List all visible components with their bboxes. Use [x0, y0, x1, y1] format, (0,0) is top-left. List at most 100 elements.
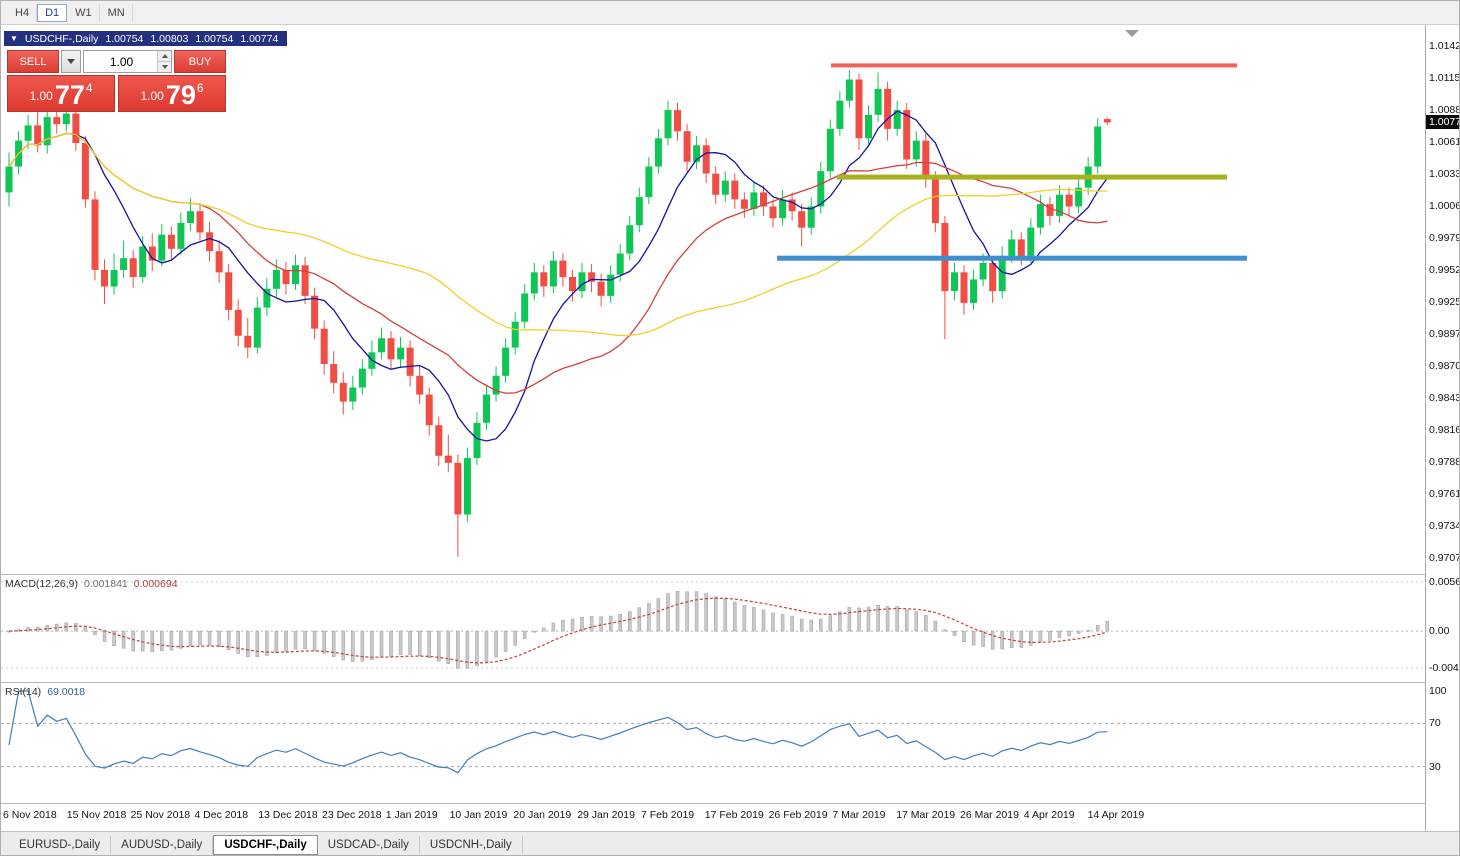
chart-symbol-label: USDCHF-,Daily [24, 32, 99, 45]
macd-bar [1057, 630, 1062, 638]
macd-bar [284, 630, 288, 652]
rsi-axis-label: 30 [1429, 760, 1441, 773]
macd-bar [465, 630, 470, 669]
candle-body [72, 113, 80, 143]
candle-body [320, 328, 328, 364]
candle-body [139, 246, 147, 278]
timeframe-tab-d1[interactable]: D1 [37, 3, 68, 22]
macd-bar [723, 598, 728, 632]
chart-tab-audusd[interactable]: AUDUSD-,Daily [111, 835, 214, 854]
candle-body [798, 211, 806, 228]
candle-body [110, 270, 118, 287]
macd-bar [188, 630, 193, 647]
chart-tab-usdcad[interactable]: USDCAD-,Daily [318, 835, 420, 854]
chart-shift-marker-icon[interactable] [1125, 30, 1139, 37]
macd-bar [131, 630, 135, 652]
macd-bar [685, 591, 689, 632]
collapse-panel-icon[interactable]: ▼ [10, 33, 18, 43]
candle-body [330, 364, 338, 383]
macd-bar [866, 606, 871, 632]
time-axis-label: 10 Jan 2019 [449, 809, 508, 821]
price-axis-label: 0.98705 [1429, 359, 1459, 372]
chart-tab-usdcnh[interactable]: USDCNH-,Daily [420, 835, 523, 854]
candle-body [120, 258, 128, 270]
volume-stepper [157, 51, 171, 72]
candle-body [836, 100, 844, 129]
volume-dropdown-button[interactable] [61, 50, 81, 73]
chart-tabbar: EURUSD-,Daily AUDUSD-,Daily USDCHF-,Dail… [1, 831, 1459, 855]
candle-body [683, 131, 691, 162]
time-axis-label: 26 Mar 2019 [960, 809, 1019, 821]
volume-decrease-button[interactable] [158, 62, 171, 72]
candle-body [760, 192, 767, 207]
price-axis-label: 0.99520 [1429, 264, 1459, 276]
ohlc-low: 1.00754 [195, 32, 234, 45]
candle-body [855, 79, 863, 139]
panel-separator-rsi[interactable] [1, 682, 1459, 683]
candle-body [282, 270, 290, 285]
sell-button[interactable]: SELL [7, 50, 59, 73]
candle-body [24, 125, 32, 141]
candle-body [187, 211, 194, 223]
buy-button[interactable]: BUY [174, 50, 226, 73]
timeframe-tab-h4[interactable]: H4 [7, 3, 38, 22]
macd-panel-canvas[interactable] [1, 576, 1425, 682]
timeframe-tab-mn[interactable]: MN [100, 3, 133, 22]
macd-bar [265, 630, 269, 656]
candle-body [292, 265, 299, 285]
candle-body [43, 117, 51, 146]
price-axis[interactable]: 1.00774 1.01425 1.01155 1.00880 1.00610 1.00… [1425, 25, 1460, 831]
macd-bar [351, 630, 355, 662]
resistance-level-line[interactable] [831, 63, 1237, 68]
candle-body [1036, 204, 1044, 228]
candle-body [406, 347, 414, 376]
time-axis[interactable]: 6 Nov 2018 15 Nov 2018 25 Nov 2018 4 Dec 20… [1, 804, 1425, 831]
chart-tab-eurusd[interactable]: EURUSD-,Daily [9, 835, 112, 854]
time-axis-separator [1, 803, 1459, 804]
sell-price-display[interactable]: 1.00 77 4 [7, 75, 115, 112]
volume-increase-button[interactable] [158, 51, 171, 62]
macd-bar [217, 630, 221, 647]
chart-tab-usdchf[interactable]: USDCHF-,Daily [213, 834, 318, 855]
panel-separator-macd[interactable] [1, 574, 1459, 575]
chart-workspace: 6 Nov 2018 15 Nov 2018 25 Nov 2018 4 Dec 20… [1, 25, 1460, 831]
rsi-panel-canvas[interactable] [1, 683, 1425, 803]
candle-body [1027, 227, 1035, 256]
macd-bar [446, 630, 451, 664]
time-axis-label: 26 Feb 2019 [768, 809, 828, 821]
macd-bar [570, 618, 575, 632]
rsi-axis-label: 100 [1429, 685, 1447, 697]
volume-input[interactable] [84, 51, 171, 72]
macd-bar [246, 630, 250, 658]
candle-body [53, 117, 61, 125]
ohlc-open: 1.00754 [105, 32, 144, 45]
candle-body [597, 281, 605, 296]
price-chart-canvas[interactable] [1, 25, 1425, 574]
buy-price-display[interactable]: 1.00 79 6 [118, 75, 226, 112]
price-axis-label: 1.00610 [1429, 135, 1459, 148]
candle-body [635, 197, 643, 226]
candle-body [740, 199, 748, 209]
support-level-line[interactable] [777, 255, 1247, 261]
macd-bar [274, 630, 279, 654]
candle-body [951, 272, 958, 292]
time-axis-label: 7 Mar 2019 [832, 809, 886, 821]
candle-body [626, 225, 634, 254]
macd-bar [952, 630, 957, 636]
candle-body [702, 145, 710, 174]
candle-body [970, 279, 978, 303]
macd-bar [599, 616, 603, 632]
candle-body [931, 178, 939, 223]
price-axis-label: 0.99250 [1429, 295, 1459, 308]
candle-body [607, 274, 615, 296]
pivot-level-line[interactable] [837, 174, 1227, 180]
timeframe-tab-w1[interactable]: W1 [67, 3, 100, 22]
sell-price-point: 4 [85, 81, 93, 95]
macd-bar [1076, 630, 1081, 634]
candle-body [1008, 239, 1016, 256]
macd-axis-label: 0.005632 [1429, 576, 1460, 588]
time-axis-label: 13 Dec 2018 [258, 809, 318, 821]
macd-bar [1029, 630, 1033, 646]
macd-bar [398, 630, 403, 655]
candle-body [1017, 239, 1025, 256]
